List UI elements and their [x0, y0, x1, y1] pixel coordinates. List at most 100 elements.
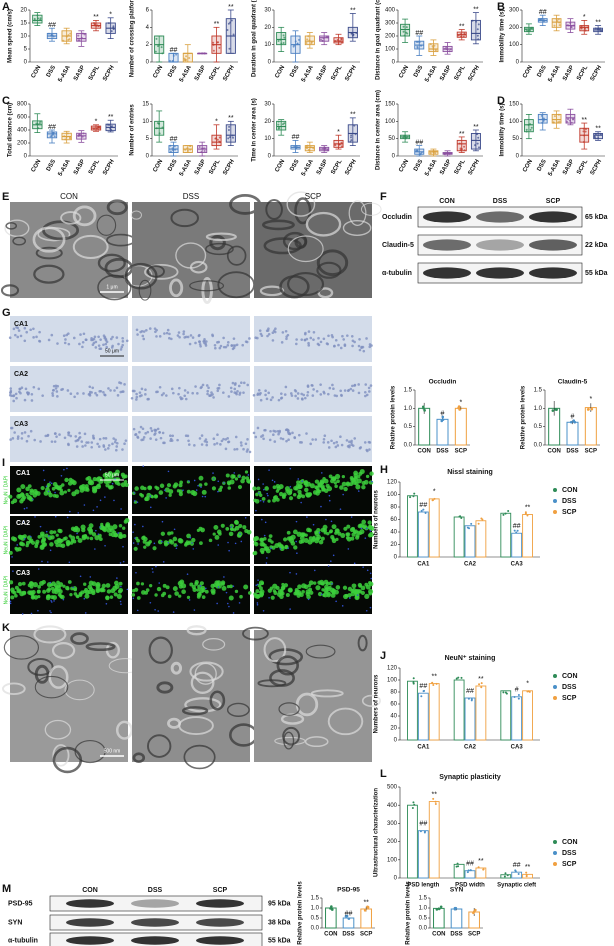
x-tick-label: 5-ASA [547, 64, 562, 83]
cell [80, 590, 85, 595]
significance: ** [431, 673, 437, 680]
region-label: CA2 [16, 520, 30, 527]
cell [296, 531, 302, 537]
point [462, 35, 465, 38]
x-tick-label: CON [274, 65, 286, 80]
nucleus [83, 597, 86, 600]
nucleus [120, 585, 122, 588]
cell [300, 392, 303, 396]
point [216, 138, 219, 141]
cell [81, 345, 84, 349]
point [552, 121, 555, 124]
cell [140, 493, 145, 498]
cell [295, 338, 298, 341]
box [276, 120, 287, 131]
nucleus [270, 547, 272, 550]
cell [135, 398, 138, 401]
bar [522, 690, 533, 741]
cell [341, 481, 347, 487]
cell [16, 487, 22, 493]
cell [346, 532, 351, 537]
cell [13, 431, 16, 434]
bar [475, 685, 487, 741]
nucleus [49, 610, 51, 612]
cell [12, 327, 16, 331]
nucleus [212, 478, 215, 480]
nucleus [60, 474, 63, 477]
y-tick-label: 0.5 [419, 916, 428, 922]
cell [296, 397, 300, 400]
significance: ** [582, 117, 588, 124]
nucleus [167, 470, 170, 473]
cell [232, 344, 236, 347]
cell [303, 584, 309, 590]
cell [349, 387, 353, 391]
nucleus [256, 602, 259, 604]
cell [16, 335, 20, 339]
significance: ## [419, 821, 427, 828]
cell [37, 535, 42, 539]
bar [475, 520, 487, 558]
nucleus [257, 492, 260, 494]
micrograph-detail [181, 706, 209, 716]
y-tick-label: 400 [385, 8, 396, 14]
cell [111, 344, 114, 348]
cell [41, 579, 46, 585]
cell [325, 342, 329, 345]
cell [252, 431, 256, 435]
cell [325, 483, 330, 488]
cell [101, 583, 107, 589]
micrograph-detail [1, 682, 26, 696]
cell [89, 536, 94, 541]
point [445, 46, 448, 49]
point [469, 869, 472, 872]
cell [172, 391, 175, 395]
point [279, 38, 282, 41]
cell [182, 332, 185, 336]
cell [66, 587, 70, 591]
cell [319, 383, 322, 386]
cell [142, 436, 146, 439]
cell [32, 385, 36, 389]
cell [98, 437, 102, 441]
cell [142, 337, 146, 341]
cell [234, 435, 238, 439]
micrograph-detail [317, 287, 334, 299]
cell [143, 545, 147, 549]
micrograph-detail [51, 642, 76, 660]
legend-label: CON [562, 673, 578, 680]
micrograph-detail [310, 689, 344, 698]
y-tick-label: 100 [509, 42, 520, 48]
cell [287, 438, 290, 441]
cell [97, 344, 101, 347]
micrograph-detail [226, 702, 250, 717]
panel-label: M [2, 883, 11, 895]
bar [433, 907, 445, 929]
cell [271, 331, 275, 335]
bar [464, 697, 476, 741]
point [219, 141, 222, 144]
cell [346, 334, 349, 337]
cell [191, 336, 195, 339]
cell [97, 335, 100, 339]
cell [239, 594, 243, 599]
cell [58, 433, 61, 436]
micrograph-detail [305, 211, 342, 237]
x-tick-label: SCPH [590, 65, 604, 82]
point [463, 32, 466, 35]
cell [198, 526, 203, 531]
legend-marker [553, 488, 557, 492]
cell [319, 393, 323, 396]
cell [230, 474, 236, 479]
cell [154, 485, 158, 489]
point [433, 44, 436, 47]
cell [213, 343, 217, 347]
cell [293, 545, 298, 550]
significance: ** [363, 899, 369, 906]
cell [19, 542, 23, 546]
y-tick-label: 300 [387, 821, 398, 827]
point [158, 43, 161, 46]
cell [84, 338, 88, 342]
point [432, 48, 435, 51]
nucleus [62, 598, 65, 601]
